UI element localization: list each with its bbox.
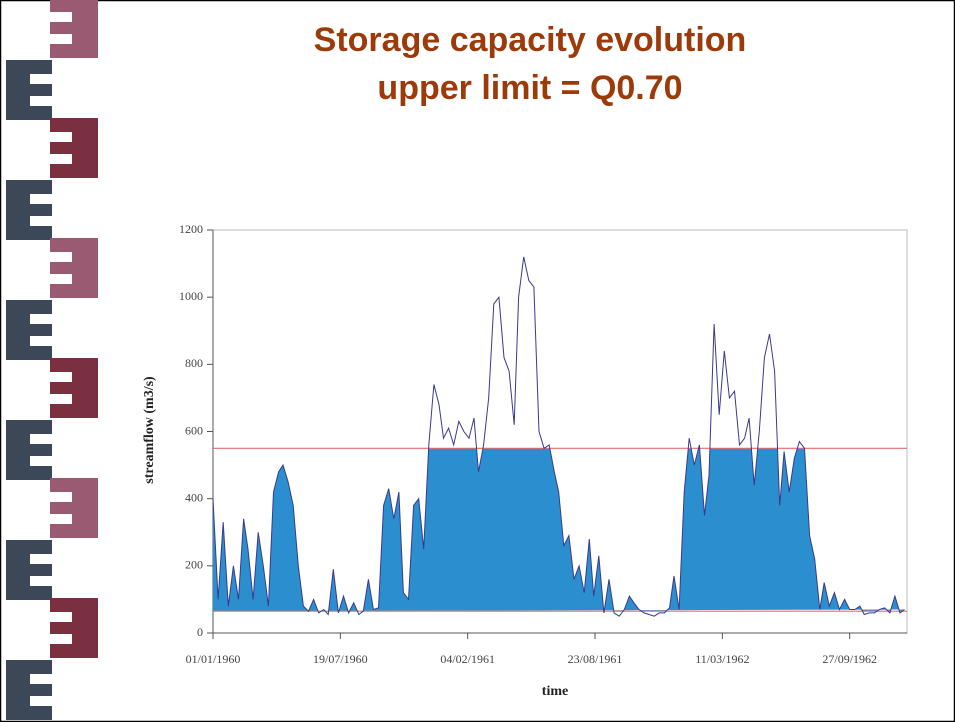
- deco-notch: [50, 34, 72, 44]
- deco-block: [50, 358, 98, 418]
- y-tick-label: 600: [185, 423, 203, 437]
- deco-notch: [30, 314, 52, 324]
- y-tick-label: 1000: [179, 289, 203, 303]
- deco-notch: [30, 696, 52, 706]
- y-tick-label: 200: [185, 558, 203, 572]
- deco-notch: [50, 612, 72, 622]
- subtitle: upper limit = Q0.70: [377, 69, 682, 107]
- deco-notch: [50, 12, 72, 22]
- deco-notch: [50, 252, 72, 262]
- deco-block: [6, 60, 52, 120]
- deco-block: [50, 118, 98, 178]
- deco-block: [6, 420, 52, 480]
- storage-area: [213, 448, 905, 612]
- title: Storage capacity evolution: [314, 21, 747, 59]
- deco-notch: [50, 394, 72, 404]
- y-tick-label: 1200: [179, 222, 203, 236]
- deco-notch: [30, 456, 52, 466]
- deco-notch: [30, 96, 52, 106]
- deco-notch: [30, 554, 52, 564]
- deco-notch: [30, 674, 52, 684]
- deco-notch: [50, 634, 72, 644]
- side-decoration: [6, 0, 98, 720]
- deco-block: [50, 478, 98, 538]
- deco-notch: [50, 154, 72, 164]
- x-tick-label: 27/09/1962: [822, 652, 877, 666]
- deco-notch: [30, 434, 52, 444]
- deco-block: [50, 238, 98, 298]
- deco-block: [50, 0, 98, 58]
- y-axis-label: streamflow (m3/s): [142, 376, 157, 484]
- deco-notch: [50, 274, 72, 284]
- deco-notch: [50, 132, 72, 142]
- deco-block: [6, 660, 52, 720]
- deco-notch: [30, 576, 52, 586]
- deco-notch: [30, 336, 52, 346]
- streamflow-line: [212, 256, 905, 617]
- deco-notch: [30, 216, 52, 226]
- deco-notch: [50, 514, 72, 524]
- x-tick-label: 11/03/1962: [695, 652, 749, 666]
- x-tick-label: 01/01/1960: [186, 652, 241, 666]
- x-axis-label: time: [542, 684, 568, 699]
- y-tick-label: 400: [185, 490, 203, 504]
- deco-block: [6, 300, 52, 360]
- deco-block: [50, 598, 98, 658]
- deco-block: [6, 540, 52, 600]
- deco-block: [6, 180, 52, 240]
- y-tick-label: 800: [185, 356, 203, 370]
- x-tick-label: 04/02/1961: [440, 652, 495, 666]
- x-tick-label: 23/08/1961: [568, 652, 623, 666]
- deco-notch: [50, 492, 72, 502]
- deco-notch: [30, 74, 52, 84]
- deco-notch: [30, 194, 52, 204]
- deco-notch: [50, 372, 72, 382]
- y-tick-label: 0: [197, 625, 203, 639]
- x-tick-label: 19/07/1960: [313, 652, 368, 666]
